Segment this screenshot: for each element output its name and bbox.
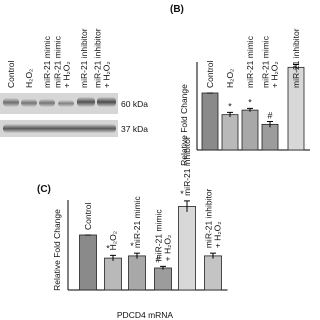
category-label: miR-21 inhibitor: [204, 188, 214, 248]
significance-marker: *: [106, 243, 110, 253]
band: [3, 124, 116, 133]
bar: [241, 109, 259, 151]
band-size: 60 kDa: [121, 99, 148, 109]
panel-label: (B): [170, 4, 184, 15]
significance-marker: *: [228, 101, 232, 111]
lane-label: + H₂O₂: [102, 61, 112, 88]
lane-label: miR-21 mimic: [53, 35, 63, 88]
bar: [154, 267, 172, 291]
band: [39, 99, 55, 107]
bar: [128, 255, 146, 291]
bar: [221, 114, 239, 151]
category-label: + H₂O₂: [213, 221, 223, 248]
x-axis-label: PDCD4 mRNA: [117, 310, 174, 320]
band: [77, 97, 95, 107]
significance-marker: *: [130, 241, 134, 251]
category-label: miR-21 mimic: [245, 35, 255, 88]
category-label: miR-21 inhibitor: [182, 136, 192, 196]
bar: [79, 234, 97, 291]
category-label: H₂O₂: [225, 69, 235, 88]
bar: [261, 123, 279, 151]
category-label: Control: [83, 202, 93, 230]
category-label: miR-21 mimic: [132, 195, 142, 248]
lane-label: + H₂O₂: [62, 61, 72, 88]
lane-label: miR-21 inhibitor: [93, 28, 103, 88]
category-label: + H₂O₂: [270, 61, 280, 88]
bar: [178, 205, 196, 291]
blot: [0, 93, 118, 137]
lane-label: H₂O₂: [24, 69, 34, 88]
significance-marker: *: [180, 189, 184, 199]
category-label: miR-21 mimic: [261, 35, 271, 88]
lane-label: miR-21 mimic: [42, 35, 52, 88]
bar: [104, 257, 122, 291]
y-axis-label: Relative Fold Change: [179, 84, 189, 166]
band: [58, 100, 74, 107]
category-label: + H₂O₂: [163, 235, 173, 262]
y-axis-label: Relative Fold Change: [52, 209, 62, 291]
category-label: H₂O₂: [108, 231, 118, 250]
lane-label: Control: [6, 60, 16, 88]
panel-label: (C): [37, 184, 51, 195]
bar: [204, 255, 222, 291]
band: [21, 99, 37, 107]
category-label: miR-21 inhibitor: [291, 28, 301, 88]
lane-label: miR-21 inhibitor: [79, 28, 89, 88]
band: [97, 97, 116, 107]
category-label: Control: [205, 60, 215, 88]
significance-marker: #: [155, 254, 160, 264]
significance-marker: #: [267, 111, 272, 121]
band-size: 37 kDa: [121, 124, 148, 134]
significance-marker: *: [248, 97, 252, 107]
bar: [201, 92, 219, 151]
category-label: miR-21 mimic: [154, 209, 164, 262]
band: [3, 98, 19, 107]
